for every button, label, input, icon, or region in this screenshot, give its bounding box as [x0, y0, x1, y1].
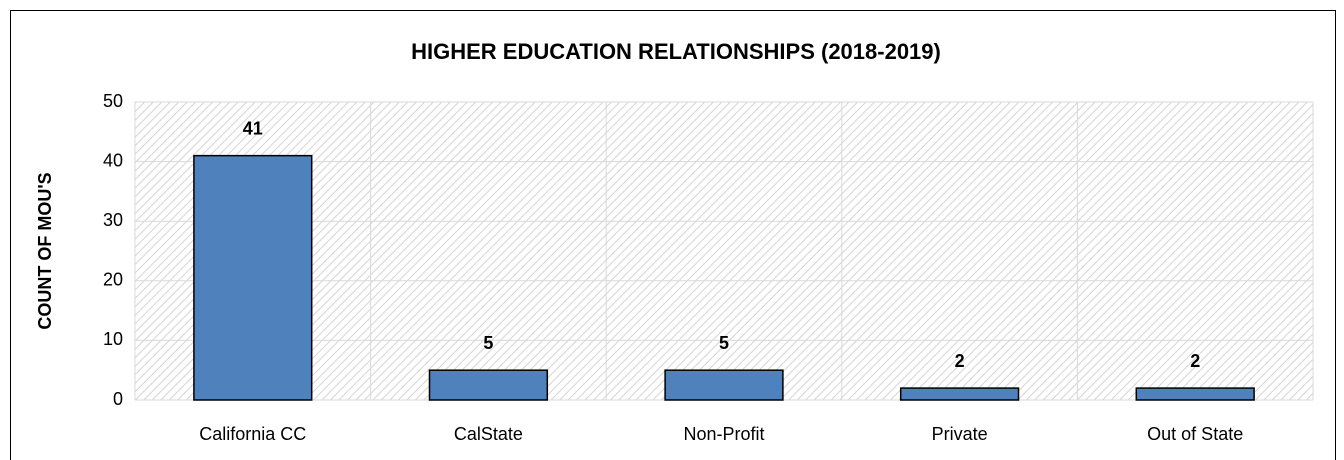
data-label: 2	[955, 351, 965, 371]
x-tick-label: California CC	[199, 424, 306, 444]
y-tick-label: 10	[103, 329, 123, 349]
bar	[899, 387, 1020, 401]
x-tick-label: Non-Profit	[683, 424, 764, 444]
x-tick-label: Out of State	[1147, 424, 1243, 444]
y-axis-label: COUNT OF MOU'S	[35, 172, 55, 329]
chart-title: HIGHER EDUCATION RELATIONSHIPS (2018-201…	[411, 39, 941, 64]
y-tick-label: 0	[113, 389, 123, 409]
y-tick-label: 30	[103, 210, 123, 230]
bar	[193, 154, 313, 401]
data-label: 2	[1190, 351, 1200, 371]
y-tick-label: 20	[103, 270, 123, 290]
x-tick-label: Private	[932, 424, 988, 444]
data-label: 5	[483, 333, 493, 353]
data-label: 5	[719, 333, 729, 353]
y-tick-label: 50	[103, 91, 123, 111]
data-label: 41	[243, 118, 263, 138]
bar	[664, 369, 784, 401]
bar	[428, 369, 549, 401]
y-tick-label: 40	[103, 150, 123, 170]
bar	[1135, 387, 1255, 401]
x-tick-label: CalState	[454, 424, 523, 444]
plot-area	[135, 102, 1313, 400]
